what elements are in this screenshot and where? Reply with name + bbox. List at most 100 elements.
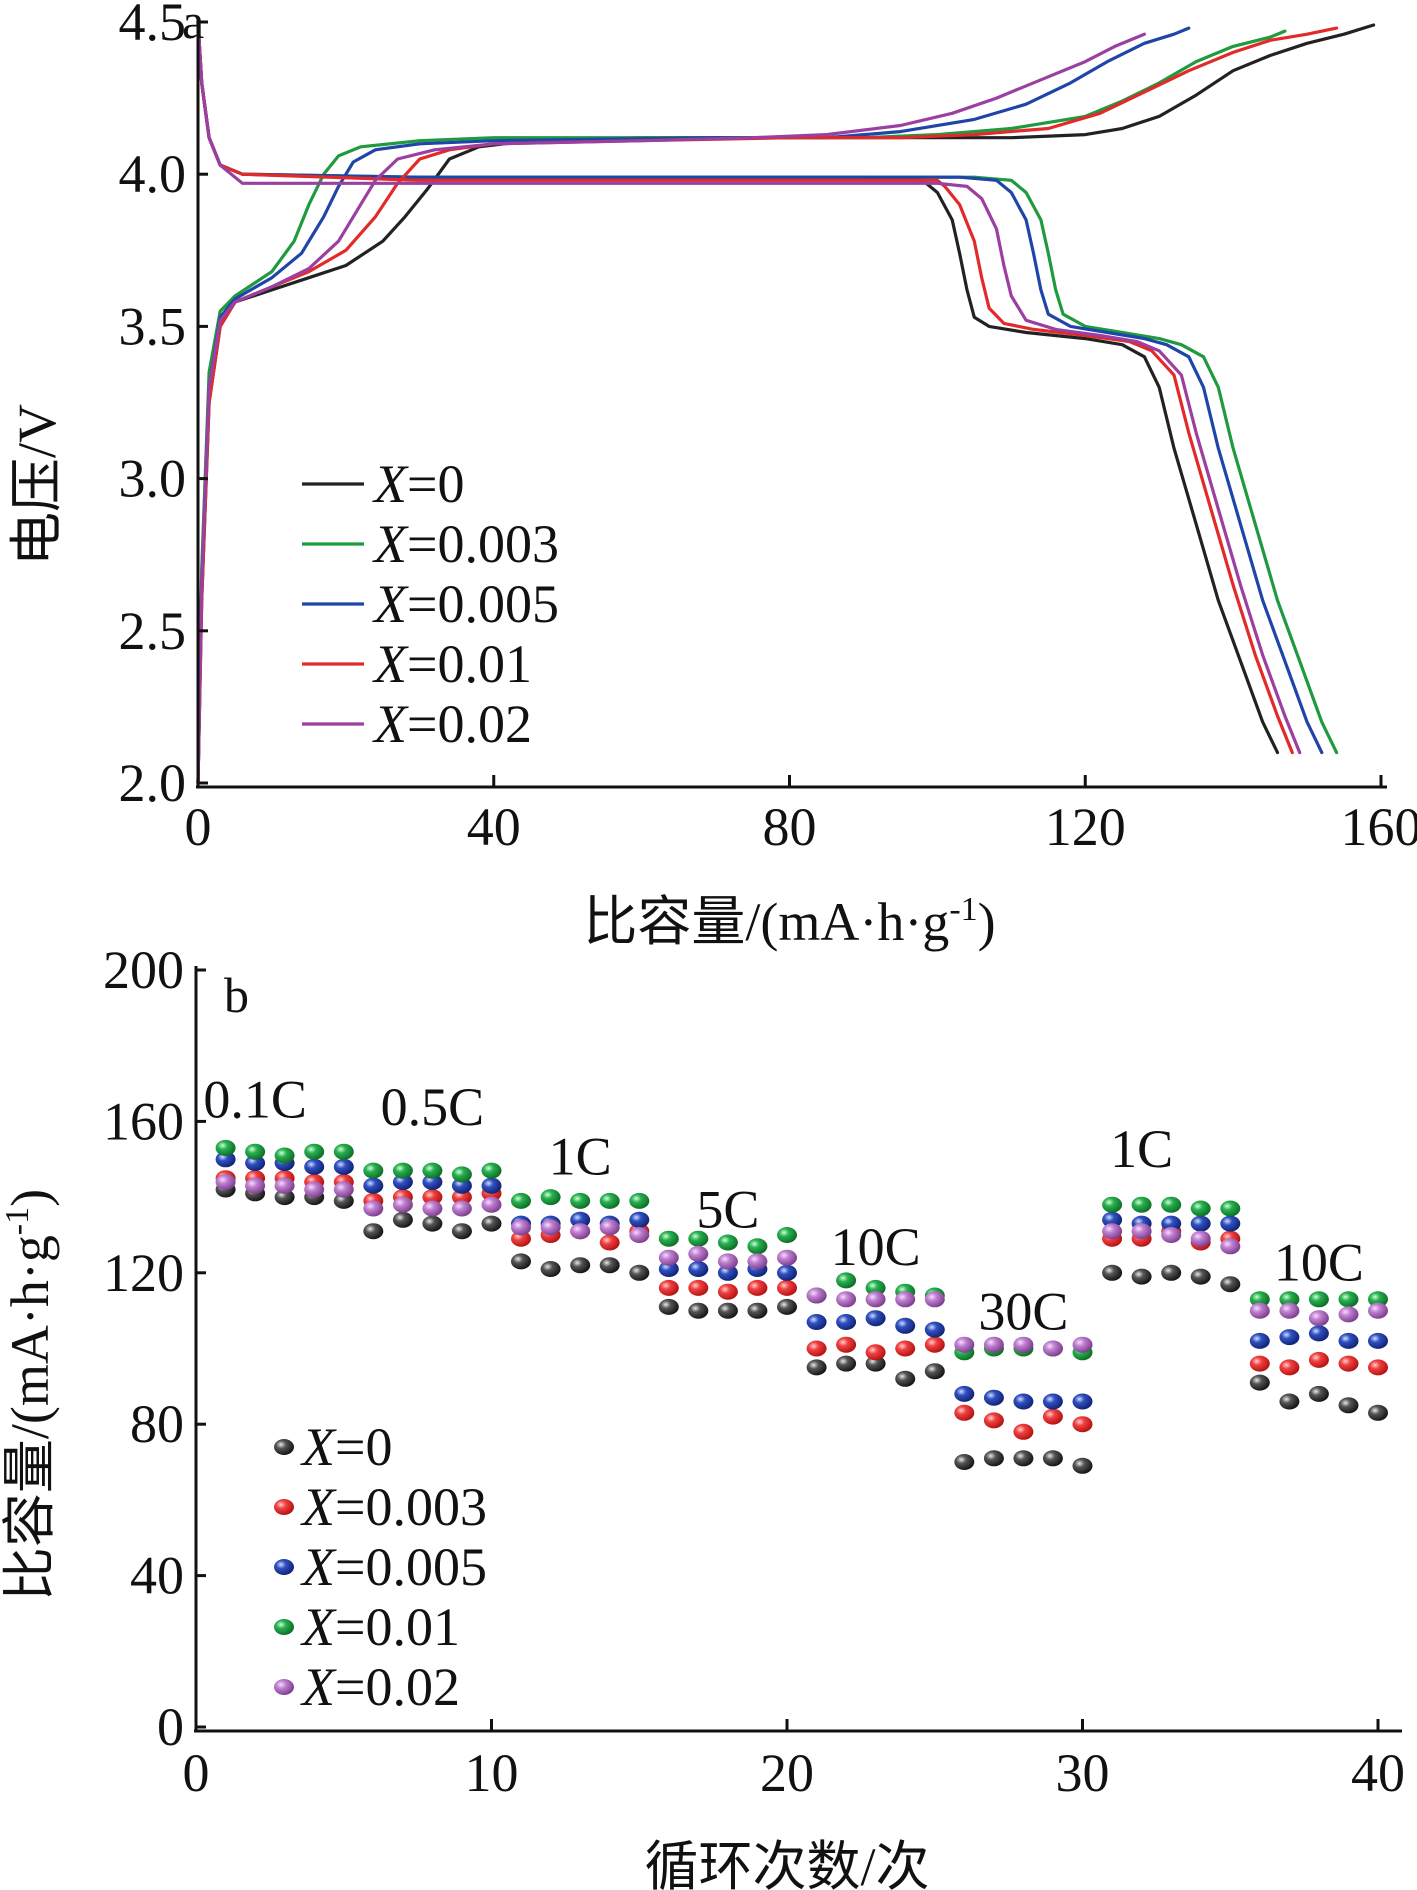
panel-b-point-x-0-01 [777, 1227, 797, 1243]
panel-b-point-x-0 [274, 1189, 295, 1206]
panel-b-point-x-0 [688, 1302, 709, 1319]
panel-b-point-x-0-005 [1072, 1393, 1093, 1410]
panel-a-charge-curve-x-0-01 [196, 26, 1339, 785]
panel-b-point-x-0-005 [422, 1174, 443, 1190]
panel-b-point-x-0 [924, 1363, 945, 1380]
panel-b-point-x-0-02 [1190, 1230, 1211, 1247]
panel-b-point-x-0 [333, 1192, 354, 1209]
panel-b-point-x-0-01 [1102, 1196, 1123, 1213]
panel-b-point-x-0-005 [658, 1261, 679, 1277]
panel-b-point-x-0-02 [1368, 1302, 1388, 1319]
panel-b-point-x-0-01 [1308, 1291, 1329, 1308]
panel-b-point-x-0-01 [836, 1272, 857, 1289]
panel-b-rate-chart: 0 10 20 30 40 0 40 80 120 160 200 0.1C 0.5C 1C 5C 10C 3… [0, 940, 1405, 1890]
panel-b-point-x-0-01 [1161, 1196, 1182, 1213]
panel-b-point-x-0-005 [570, 1211, 591, 1228]
panel-b-point-x-0-005 [717, 1264, 738, 1281]
panel-a-label: a [182, 0, 204, 49]
panel-b-legend-swatch-x-0-01 [274, 1619, 294, 1635]
panel-b-point-x-0-005 [688, 1261, 709, 1277]
panel-b-point-x-0-02 [1042, 1340, 1063, 1357]
panel-b-point-x-0-005 [806, 1314, 827, 1330]
panel-b-point-x-0-005 [1102, 1211, 1123, 1228]
panel-b-point-x-0 [1368, 1404, 1388, 1421]
panel-a-x-tick-label: 40 [467, 797, 521, 857]
panel-b-point-x-0-003 [422, 1189, 443, 1206]
panel-a-discharge-curve-x-0 [196, 20, 1280, 755]
panel-b-point-x-0-01 [422, 1162, 443, 1179]
panel-b-point-x-0-003 [451, 1189, 472, 1206]
panel-b-point-x-0 [599, 1257, 620, 1274]
panel-b-point-x-0-003 [1042, 1408, 1063, 1425]
panel-b-x-tick-label: 10 [465, 1743, 519, 1803]
panel-b-point-x-0 [1190, 1268, 1211, 1285]
panel-b-point-x-0-01 [333, 1143, 354, 1160]
panel-a-x-axis-title: 比容量/(mA·h·g-1) [583, 891, 995, 952]
panel-b-point-x-0-003 [1308, 1351, 1329, 1368]
panel-b-rate-label: 30C [978, 1282, 1068, 1342]
panel-b-rate-labels: 0.1C 0.5C 1C 5C 10C 30C 1C 10C [203, 1070, 1364, 1342]
panel-b-point-x-0 [422, 1215, 443, 1232]
panel-b-point-x-0 [1308, 1385, 1329, 1402]
panel-b-point-x-0-005 [1013, 1393, 1034, 1410]
panel-b-point-x-0-005 [1190, 1215, 1211, 1232]
panel-b-point-x-0-02 [629, 1227, 650, 1243]
panel-b-point-x-0 [570, 1257, 591, 1274]
panel-b-point-x-0-02 [1102, 1223, 1123, 1240]
panel-b-x-tick-label: 0 [183, 1743, 210, 1803]
panel-a-charge-curve-x-0-005 [196, 26, 1191, 785]
panel-b-point-x-0-01 [629, 1192, 650, 1209]
panel-b-x-tick-label: 20 [760, 1743, 814, 1803]
panel-b-point-x-0-01 [688, 1230, 709, 1247]
panel-b-point-x-0-003 [1368, 1359, 1388, 1376]
panel-b-point-x-0-01 [511, 1192, 531, 1209]
panel-b-point-x-0-005 [1368, 1332, 1388, 1349]
panel-b-point-x-0-02 [1131, 1223, 1152, 1240]
panel-b-point-x-0-02 [392, 1196, 413, 1213]
panel-b-point-x-0-02 [747, 1253, 768, 1270]
panel-a-legend-label-x-0-02: X=0.02 [372, 694, 532, 754]
panel-b-rate-label: 0.1C [203, 1070, 307, 1130]
panel-b-point-x-0 [954, 1454, 975, 1470]
panel-b-point-x-0-005 [777, 1264, 797, 1281]
panel-b-point-x-0-01 [717, 1234, 738, 1251]
panel-b-point-x-0-01 [481, 1162, 502, 1179]
panel-b-legend-label-x-0-01: X=0.01 [300, 1597, 460, 1657]
panel-b-point-x-0 [1220, 1276, 1241, 1293]
panel-b-point-x-0-02 [1338, 1306, 1359, 1323]
panel-b-point-x-0-02 [1161, 1227, 1182, 1243]
panel-b-point-x-0 [451, 1223, 472, 1240]
panel-b-point-x-0 [511, 1253, 531, 1270]
panel-a-y-tick-label: 4.5 [119, 0, 187, 52]
panel-b-point-x-0-005 [363, 1177, 384, 1194]
panel-b-legend-label-x-0-003: X=0.003 [300, 1477, 487, 1537]
panel-b-axes: 0 10 20 30 40 0 40 80 120 160 200 [103, 940, 1405, 1803]
panel-b-y-tick-label: 0 [157, 1697, 184, 1757]
panel-b-rate-label: 0.5C [381, 1077, 485, 1137]
panel-b-point-x-0-02 [481, 1196, 502, 1213]
panel-b-point-x-0 [836, 1355, 857, 1372]
panel-b-point-x-0-003 [954, 1404, 975, 1421]
panel-a-x-tick-label: 80 [763, 797, 817, 857]
panel-b-point-x-0-02 [777, 1249, 797, 1266]
panel-b-point-x-0-005 [1220, 1215, 1241, 1232]
panel-a-charge-curve-x-0-02 [196, 32, 1146, 785]
panel-b-point-x-0-005 [1042, 1393, 1063, 1410]
panel-a-legend-label-x-0-01: X=0.01 [372, 634, 532, 694]
panel-b-point-x-0-003 [1249, 1355, 1270, 1372]
panel-b-point-x-0-02 [215, 1174, 236, 1190]
panel-b-point-x-0-02 [658, 1249, 679, 1266]
panel-b-point-x-0-005 [836, 1314, 857, 1330]
panel-b-point-x-0-003 [777, 1279, 797, 1296]
panel-a-discharge-curve-x-0-005 [196, 20, 1324, 755]
panel-b-point-x-0-01 [451, 1166, 472, 1183]
panel-b-y-axis-title: 比容量/(mA·h·g-1) [0, 1189, 60, 1601]
panel-b-point-x-0-005 [392, 1174, 413, 1190]
panel-b-point-x-0-003 [836, 1336, 857, 1353]
panel-b-point-x-0-005 [451, 1177, 472, 1194]
panel-b-point-x-0-01 [1190, 1200, 1211, 1217]
panel-b-point-x-0-01 [304, 1143, 325, 1160]
panel-b-point-x-0-02 [599, 1219, 620, 1236]
panel-b-point-x-0-005 [1249, 1332, 1270, 1349]
panel-b-point-x-0-01 [363, 1162, 384, 1179]
